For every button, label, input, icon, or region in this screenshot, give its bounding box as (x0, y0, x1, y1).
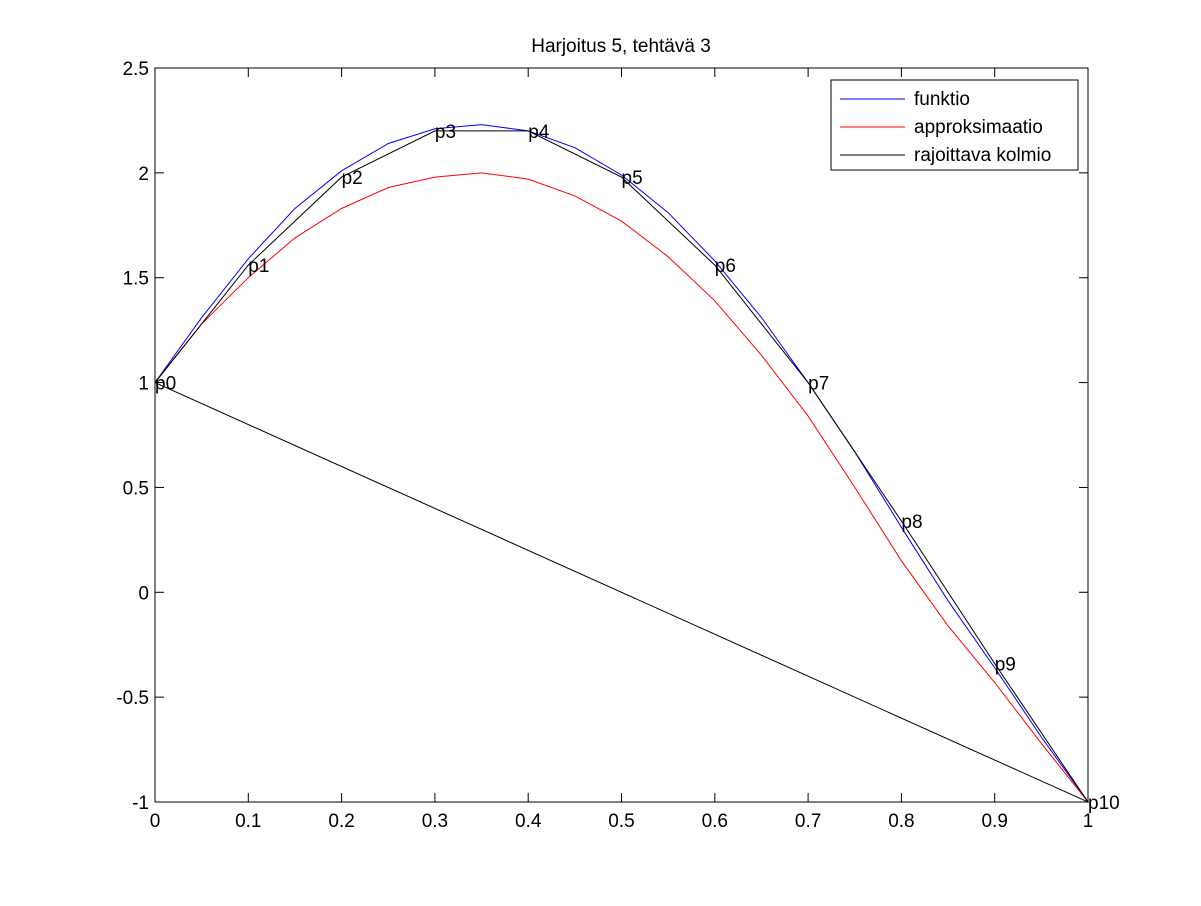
series-lines (154, 124, 1090, 804)
legend-label-approksimaatio: approksimaatio (914, 117, 1043, 138)
y-tick-label: 0.5 (123, 478, 149, 499)
x-tick-label: 0 (150, 811, 161, 832)
legend: funktio approksimaatio rajoittava kolmio (830, 79, 1079, 171)
x-tick-label: 0.2 (328, 811, 354, 832)
y-tick-label: 2 (138, 164, 149, 185)
y-tick-label: 1.5 (123, 269, 149, 290)
point-label-p0: p0 (155, 374, 176, 395)
y-tick-label: 1 (138, 374, 149, 395)
point-label-p10: p10 (1088, 793, 1120, 814)
x-tick-label: 0.1 (235, 811, 261, 832)
y-tick-label: -1 (132, 793, 149, 814)
point-label-p6: p6 (715, 256, 736, 277)
legend-label-funktio: funktio (914, 89, 970, 110)
axis-ticks: 0 0.1 0.2 0.3 0.4 0.5 0.6 0.7 0.8 0.9 1 -1 -0.5 0 0.5 1… (116, 59, 1093, 832)
point-label-p2: p2 (342, 168, 363, 189)
x-tick-label: 0.4 (515, 811, 542, 832)
series-line-funktio (154, 124, 1089, 803)
point-label-p8: p8 (901, 512, 922, 533)
point-label-p7: p7 (808, 374, 829, 395)
x-tick-label: 0.7 (795, 811, 821, 832)
point-label-p3: p3 (435, 122, 456, 143)
y-tick-label: 2.5 (123, 59, 149, 80)
point-label-p5: p5 (622, 168, 643, 189)
plot-area (154, 67, 1089, 803)
chart-title: Harjoitus 5, tehtävä 3 (531, 36, 711, 57)
legend-label-rajoittava-kolmio: rajoittava kolmio (914, 145, 1051, 166)
y-tick-label: 0 (138, 583, 149, 604)
y-tick-label: -0.5 (116, 688, 149, 709)
x-tick-label: 0.8 (888, 811, 914, 832)
point-label-p9: p9 (995, 655, 1016, 676)
point-labels: p0 p1 p2 p3 p4 p5 p6 p7 p8 p9 p10 (155, 122, 1120, 814)
series-line-approksimaatio (154, 172, 1089, 803)
point-label-p4: p4 (528, 122, 550, 143)
x-tick-label: 0.6 (702, 811, 728, 832)
x-tick-label: 0.9 (981, 811, 1007, 832)
x-tick-label: 1 (1083, 811, 1094, 832)
x-tick-label: 0.5 (608, 811, 634, 832)
series-line-rajoittava-kolmio (154, 130, 1090, 804)
x-tick-label: 0.3 (422, 811, 448, 832)
point-label-p1: p1 (248, 256, 269, 277)
